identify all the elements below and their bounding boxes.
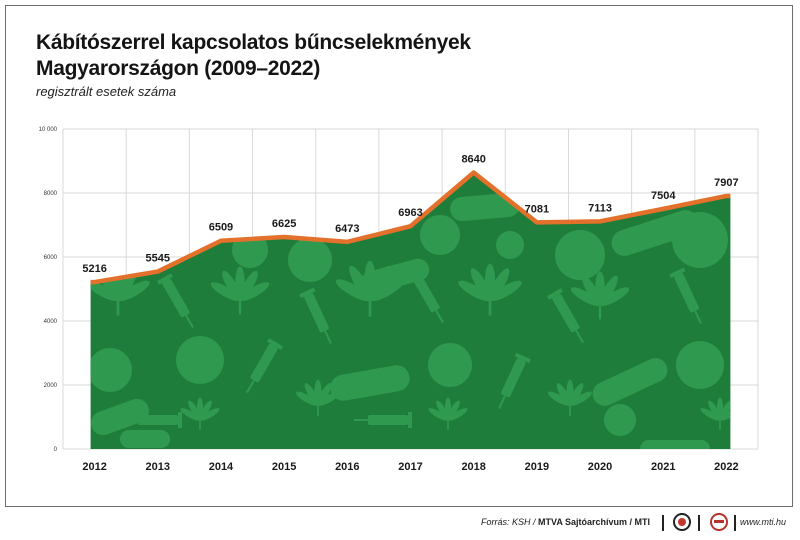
footer: Forrás: KSH / MTVA Sajtóarchívum / MTI w…: [0, 507, 800, 540]
capsule-icon: [91, 398, 149, 436]
syringe-icon: [246, 338, 283, 394]
cannabis-leaf-icon: [548, 379, 592, 416]
y-tick-label: 10 000: [39, 127, 58, 133]
x-tick-label: 2021: [651, 461, 675, 473]
x-tick-label: 2022: [714, 461, 738, 473]
y-tick-labels: 0 2000 4000 6000 8000 10 000: [39, 127, 58, 453]
source-bold: MTVA Sajtóarchívum / MTI: [537, 517, 650, 527]
data-label: 5216: [82, 263, 106, 275]
x-tick-label: 2013: [146, 461, 170, 473]
cannabis-leaf-icon: [210, 266, 270, 315]
data-label: 7504: [651, 190, 676, 202]
pill-circle-icon: [428, 343, 472, 387]
capsule-icon: [120, 430, 170, 448]
source-prefix: Forrás: KSH /: [480, 517, 538, 527]
chart-svg: 0 2000 4000 6000 8000 10 000 5216 5545 6509 6625…: [39, 127, 759, 473]
pill-circle-icon: [555, 230, 605, 280]
mtva-logo-icon: [710, 513, 728, 531]
cannabis-leaf-icon: [335, 260, 405, 317]
data-label: 7113: [588, 202, 612, 214]
data-label: 6473: [335, 223, 359, 235]
data-label: 6625: [272, 218, 296, 230]
line-layer: [90, 170, 731, 285]
cannabis-leaf-icon: [180, 397, 220, 430]
separator: [734, 515, 736, 531]
y-tick-label: 2000: [44, 383, 58, 389]
cannabis-leaf-icon: [458, 263, 522, 316]
area-pattern: [90, 192, 731, 449]
cannabis-leaf-icon: [428, 397, 468, 430]
pill-circle-icon: [90, 348, 132, 392]
cannabis-leaf-icon: [700, 397, 731, 430]
x-tick-label: 2019: [525, 461, 549, 473]
x-tick-labels: 2012 2013 2014 2015 2016 2017 2018 2019 2020 2021…: [82, 461, 738, 473]
capsule-icon: [330, 365, 410, 401]
x-tick-label: 2015: [272, 461, 296, 473]
x-tick-label: 2014: [209, 461, 234, 473]
cannabis-leaf-icon: [296, 379, 340, 416]
value-labels: 5216 5545 6509 6625 6473 6963 8640 7081 7113 7504…: [82, 154, 738, 276]
syringe-icon: [124, 412, 182, 428]
y-tick-label: 8000: [44, 191, 58, 197]
data-label: 5545: [146, 253, 170, 265]
source-credit: Forrás: KSH / MTVA Sajtóarchívum / MTI: [481, 517, 650, 527]
area-layer: [90, 172, 731, 449]
pill-circle-icon: [176, 336, 224, 384]
syringe-icon: [547, 288, 584, 344]
capsule-icon: [640, 440, 710, 449]
pill-circle-icon: [420, 215, 460, 255]
y-tick-label: 0: [54, 447, 58, 453]
pill-circle-icon: [604, 404, 636, 436]
chart-title: Kábítószerrel kapcsolatos bűncselekménye…: [36, 31, 471, 80]
syringe-icon: [157, 273, 194, 329]
capsule-icon: [450, 192, 520, 222]
pill-circle-icon: [676, 341, 724, 389]
syringe-icon: [407, 268, 444, 324]
x-tick-label: 2017: [398, 461, 422, 473]
cannabis-leaf-icon: [570, 271, 630, 320]
syringe-icon: [498, 352, 531, 409]
syringe-icon: [299, 287, 332, 344]
x-tick-label: 2018: [461, 461, 485, 473]
capsule-icon: [592, 358, 668, 406]
separator: [662, 515, 664, 531]
chart-subtitle: regisztrált esetek száma: [36, 84, 177, 99]
data-label: 7907: [714, 177, 738, 189]
data-label: 6509: [209, 222, 233, 234]
y-tick-label: 4000: [44, 319, 58, 325]
data-label: 8640: [461, 154, 485, 166]
separator: [698, 515, 700, 531]
mti-url: www.mti.hu: [740, 517, 787, 527]
x-tick-label: 2012: [82, 461, 106, 473]
pill-circle-icon: [496, 231, 524, 259]
pill-circle-icon: [288, 238, 332, 282]
data-label: 6963: [398, 207, 422, 219]
y-tick-label: 6000: [44, 255, 58, 261]
x-tick-label: 2020: [588, 461, 612, 473]
syringe-icon: [354, 412, 412, 428]
mti-logo-icon: [673, 513, 691, 531]
syringe-icon: [669, 267, 702, 324]
data-label: 7081: [525, 203, 549, 215]
x-tick-label: 2016: [335, 461, 359, 473]
capsule-icon: [611, 210, 699, 256]
